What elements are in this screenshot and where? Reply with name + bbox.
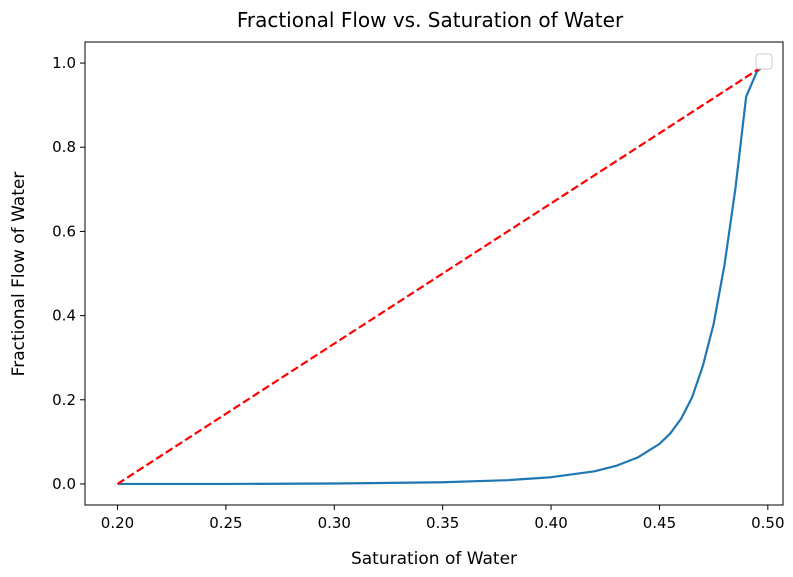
legend-box [755, 53, 773, 70]
x-tick-label: 0.40 [534, 514, 567, 532]
x-tick-label: 0.45 [643, 514, 676, 532]
y-tick-label: 0.0 [52, 475, 76, 493]
dashed-tangent-line [116, 62, 769, 485]
x-tick-label: 0.30 [318, 514, 351, 532]
plot-area [116, 62, 769, 486]
x-tick-label: 0.25 [209, 514, 242, 532]
fractional-flow-curve [117, 62, 769, 486]
y-axis-label: Fractional Flow of Water [9, 172, 29, 377]
y-tick-label: 0.4 [52, 307, 76, 325]
y-tick-label: 1.0 [52, 54, 76, 72]
x-tick-label: 0.35 [426, 514, 459, 532]
x-axis-label: Saturation of Water [351, 549, 517, 569]
chart-title: Fractional Flow vs. Saturation of Water [237, 8, 624, 32]
plot-frame [84, 41, 784, 506]
y-tick-label: 0.6 [52, 222, 76, 240]
y-tick-label: 0.8 [52, 138, 76, 156]
axis-ticks: 0.20 0.25 0.30 0.35 0.40 0.45 0.50 0.0 0.2 0.4 0.6… [52, 54, 784, 532]
x-tick-label: 0.50 [751, 514, 784, 532]
y-tick-label: 0.2 [52, 391, 76, 409]
x-tick-label: 0.20 [101, 514, 134, 532]
